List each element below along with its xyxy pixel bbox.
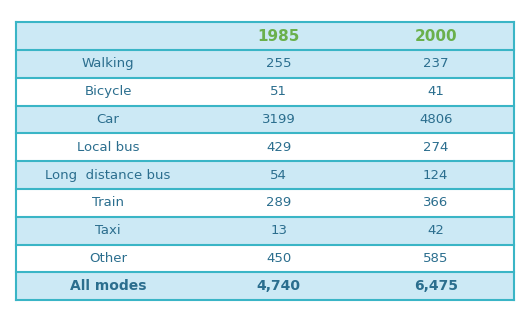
Text: Local bus: Local bus <box>77 141 139 154</box>
Text: 51: 51 <box>270 85 287 98</box>
Text: 4,740: 4,740 <box>257 279 301 293</box>
Bar <box>16 133 514 161</box>
Bar <box>16 161 514 189</box>
Bar <box>16 78 514 106</box>
Bar <box>16 189 514 217</box>
Text: 124: 124 <box>423 168 448 182</box>
Text: 3199: 3199 <box>262 113 296 126</box>
Text: All modes: All modes <box>70 279 146 293</box>
Text: Taxi: Taxi <box>95 224 121 237</box>
Bar <box>16 245 514 272</box>
Text: Train: Train <box>92 196 124 210</box>
Bar <box>16 50 514 78</box>
Text: 13: 13 <box>270 224 287 237</box>
Text: 4806: 4806 <box>419 113 453 126</box>
Text: 255: 255 <box>266 57 292 70</box>
Bar <box>16 106 514 133</box>
Text: 6,475: 6,475 <box>413 279 457 293</box>
Text: 2000: 2000 <box>414 28 457 44</box>
Bar <box>16 22 514 50</box>
Text: 450: 450 <box>266 252 292 265</box>
Text: 237: 237 <box>423 57 448 70</box>
Bar <box>16 272 514 300</box>
Text: 289: 289 <box>266 196 292 210</box>
Text: Car: Car <box>96 113 119 126</box>
Text: 429: 429 <box>266 141 292 154</box>
Text: 41: 41 <box>427 85 444 98</box>
Text: 1985: 1985 <box>258 28 300 44</box>
Text: 42: 42 <box>427 224 444 237</box>
Text: Other: Other <box>89 252 127 265</box>
Text: Long  distance bus: Long distance bus <box>46 168 171 182</box>
Text: Walking: Walking <box>82 57 135 70</box>
Text: Bicycle: Bicycle <box>84 85 132 98</box>
Text: 366: 366 <box>423 196 448 210</box>
Text: 54: 54 <box>270 168 287 182</box>
Text: 585: 585 <box>423 252 448 265</box>
Bar <box>16 217 514 245</box>
Text: 274: 274 <box>423 141 448 154</box>
